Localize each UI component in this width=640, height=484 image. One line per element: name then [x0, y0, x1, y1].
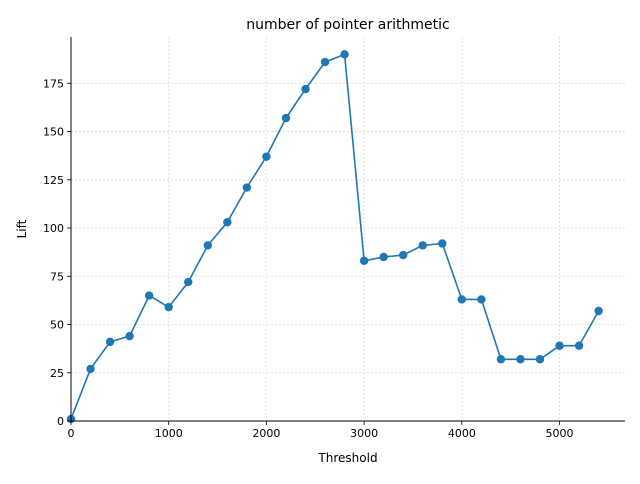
tick-labels: 0 1000 2000 3000 4000 5000 0 25 50 75 100 125 150 175 [43, 77, 574, 440]
data-point [457, 295, 467, 304]
x-tick-label: 4000 [448, 427, 476, 440]
data-point [477, 295, 486, 304]
data-point [418, 241, 427, 250]
y-tick-label: 125 [43, 174, 64, 187]
data-point [496, 355, 506, 364]
data-point [184, 277, 193, 287]
data-point [164, 302, 173, 312]
y-tick-label: 0 [57, 415, 64, 428]
x-tick-label: 2000 [252, 427, 280, 440]
series-line [70, 53, 600, 420]
data-point [340, 50, 349, 59]
y-tick-label: 75 [50, 270, 64, 283]
data-point [574, 341, 584, 350]
data-point [438, 239, 447, 248]
data-point [516, 355, 525, 364]
data-point [535, 355, 545, 364]
data-point [125, 331, 134, 341]
x-tick-label: 0 [68, 427, 75, 440]
x-tick-label: 3000 [350, 427, 378, 440]
data-point [86, 364, 95, 374]
x-tick-label: 1000 [155, 427, 183, 440]
data-point [105, 337, 115, 347]
data-point [203, 241, 212, 250]
y-tick-label: 100 [43, 222, 64, 235]
data-point [281, 113, 291, 123]
y-axis-label: Lift [15, 219, 29, 238]
data-point [359, 256, 369, 266]
data-point [399, 250, 408, 260]
y-tick-label: 150 [43, 126, 64, 139]
axes [67, 37, 625, 425]
y-tick-label: 175 [43, 77, 64, 90]
data-point [223, 218, 232, 227]
x-tick-label: 5000 [546, 427, 574, 440]
data-point [379, 252, 388, 262]
data-point [320, 57, 330, 67]
data-point [301, 84, 310, 94]
data-point [144, 291, 154, 300]
data-point [262, 152, 271, 161]
x-axis-label: Threshold [317, 451, 377, 465]
data-series [66, 50, 603, 424]
chart-title: number of pointer arithmetic [246, 17, 449, 33]
y-tick-label: 50 [50, 319, 64, 332]
data-point [242, 183, 252, 192]
data-point [555, 341, 564, 350]
data-point [594, 306, 603, 316]
y-tick-label: 25 [50, 367, 64, 380]
